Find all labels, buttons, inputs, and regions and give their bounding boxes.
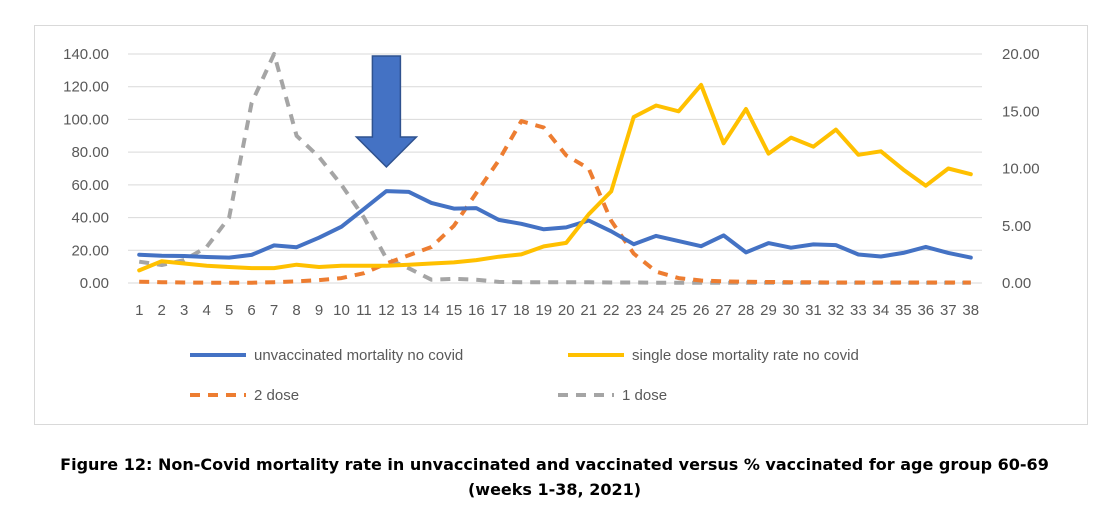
x-tick-label: 3 — [180, 302, 188, 319]
series-line — [138, 52, 971, 285]
x-tick-label: 31 — [805, 302, 822, 319]
y-right-tick-label: 0.00 — [1002, 275, 1031, 292]
x-tick-label: 27 — [715, 302, 732, 319]
y-left-tick-label: 140.00 — [63, 46, 109, 63]
x-tick-label: 19 — [535, 302, 552, 319]
x-tick-label: 13 — [401, 302, 418, 319]
y-right-tick-label: 10.00 — [1002, 161, 1040, 178]
x-tick-label: 37 — [940, 302, 957, 319]
x-tick-label: 35 — [895, 302, 912, 319]
y-right-tick-label: 20.00 — [1002, 46, 1040, 63]
x-tick-label: 12 — [378, 302, 395, 319]
legend-label: 1 dose — [622, 387, 667, 404]
x-tick-label: 22 — [603, 302, 620, 319]
x-tick-label: 21 — [580, 302, 597, 319]
x-tick-label: 18 — [513, 302, 530, 319]
x-tick-label: 11 — [356, 302, 372, 319]
x-tick-label: 28 — [738, 302, 755, 319]
x-tick-label: 33 — [850, 302, 867, 319]
figure-caption: Figure 12: Non-Covid mortality rate in u… — [0, 452, 1109, 502]
chart: 0.0020.0040.0060.0080.00100.00120.00140.… — [63, 46, 1040, 404]
y-left-tick-label: 20.00 — [71, 242, 109, 259]
y-left-tick-label: 0.00 — [80, 275, 109, 292]
x-tick-label: 14 — [423, 302, 440, 319]
x-tick-label: 29 — [760, 302, 777, 319]
x-tick-label: 9 — [315, 302, 323, 319]
down-arrow-annotation — [354, 55, 419, 169]
y-left-tick-label: 60.00 — [71, 177, 109, 194]
x-tick-label: 5 — [225, 302, 233, 319]
caption-line-2: (weeks 1-38, 2021) — [467, 480, 642, 499]
x-tick-label: 24 — [648, 302, 665, 319]
y-left-tick-label: 40.00 — [71, 210, 109, 227]
x-tick-label: 6 — [247, 302, 255, 319]
legend-label: 2 dose — [254, 387, 299, 404]
series-line — [137, 189, 973, 260]
legend-label: single dose mortality rate no covid — [632, 347, 859, 364]
x-tick-label: 30 — [783, 302, 800, 319]
x-tick-label: 2 — [158, 302, 166, 319]
series-line — [139, 119, 971, 285]
x-tick-label: 15 — [446, 302, 463, 319]
x-tick-label: 7 — [270, 302, 278, 319]
x-tick-label: 34 — [873, 302, 890, 319]
y-left-tick-label: 100.00 — [63, 111, 109, 128]
x-tick-label: 4 — [202, 302, 210, 319]
x-tick-label: 10 — [333, 302, 350, 319]
x-tick-label: 26 — [693, 302, 710, 319]
y-right-tick-label: 5.00 — [1002, 218, 1031, 235]
x-tick-label: 1 — [135, 302, 143, 319]
x-tick-label: 25 — [670, 302, 687, 319]
chart-frame — [34, 25, 1088, 425]
x-tick-label: 8 — [292, 302, 300, 319]
x-tick-label: 17 — [490, 302, 507, 319]
y-left-tick-label: 80.00 — [71, 144, 109, 161]
y-right-tick-label: 15.00 — [1002, 103, 1040, 120]
x-tick-label: 16 — [468, 302, 485, 319]
x-tick-label: 38 — [962, 302, 979, 319]
x-tick-label: 36 — [917, 302, 934, 319]
x-tick-label: 32 — [828, 302, 845, 319]
legend-label: unvaccinated mortality no covid — [254, 347, 463, 364]
series-line — [137, 82, 973, 273]
y-left-tick-label: 120.00 — [63, 79, 109, 96]
x-tick-label: 20 — [558, 302, 575, 319]
caption-line-1: Figure 12: Non-Covid mortality rate in u… — [60, 455, 1049, 474]
x-tick-label: 23 — [625, 302, 642, 319]
